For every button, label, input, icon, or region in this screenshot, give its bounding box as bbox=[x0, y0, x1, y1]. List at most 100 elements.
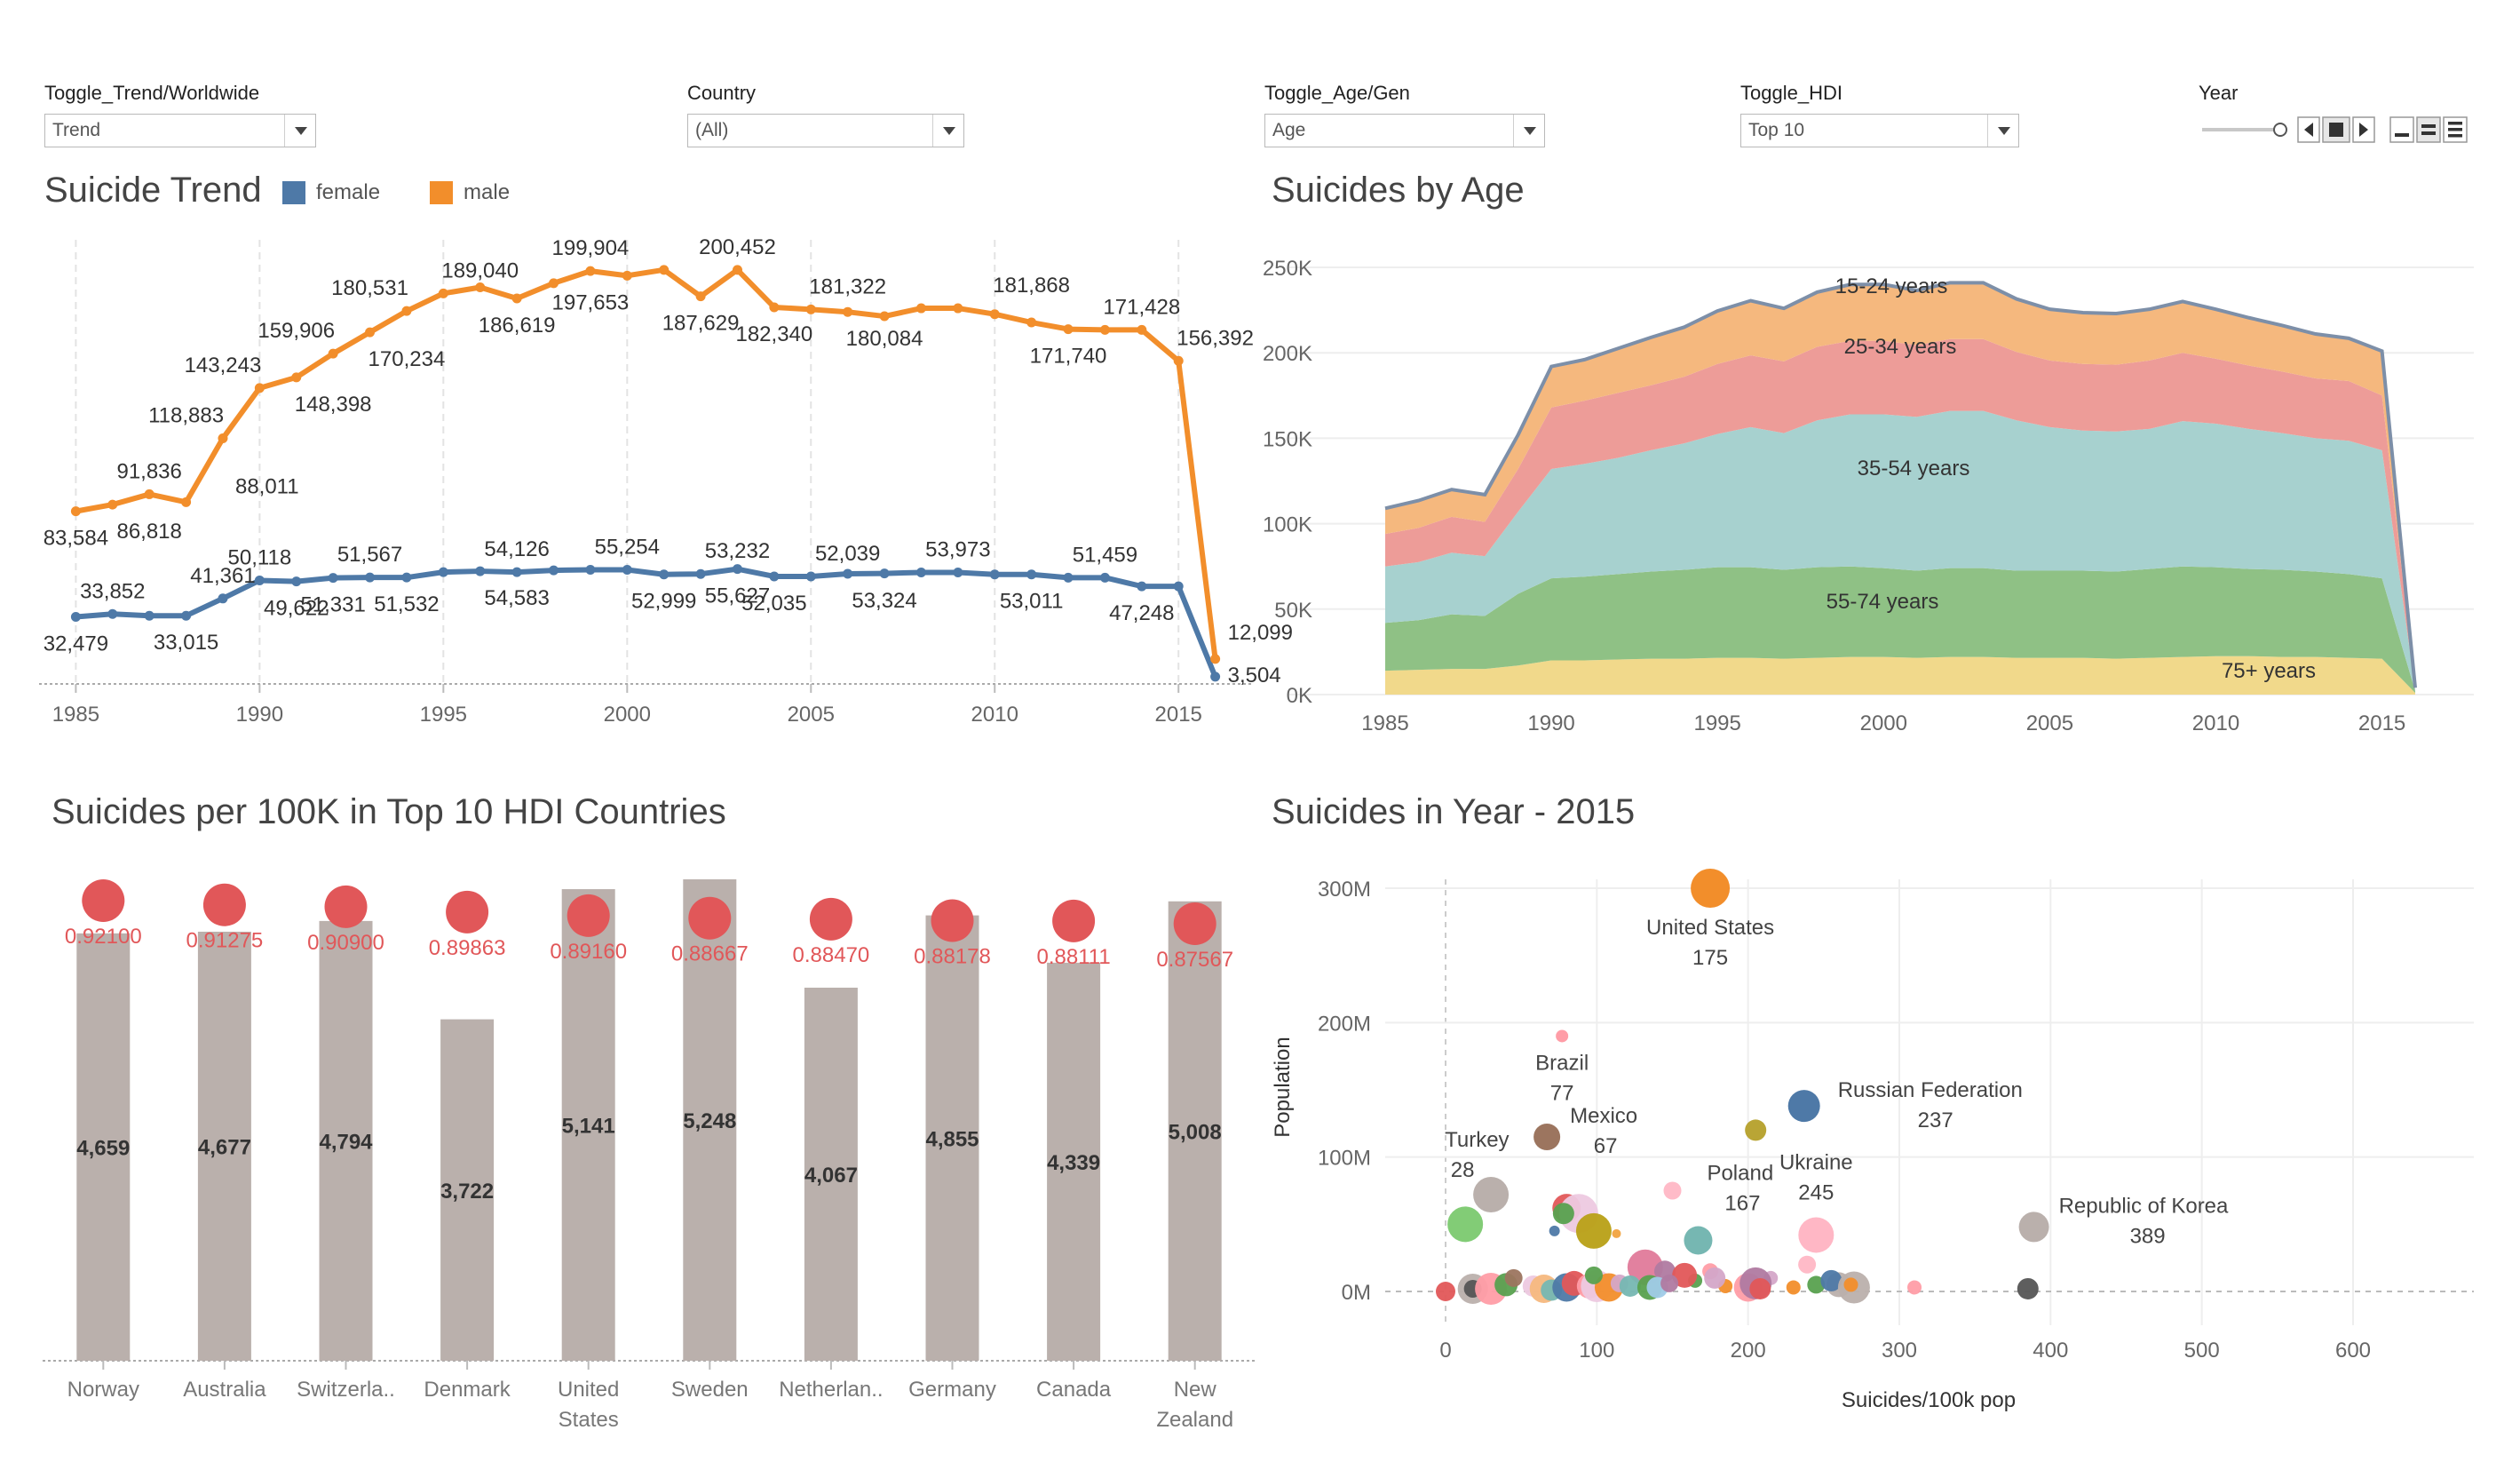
trend-point-female bbox=[879, 568, 890, 579]
trend-data-label: 51,532 bbox=[374, 592, 439, 616]
age-series-label: 75+ years bbox=[2222, 659, 2316, 683]
hdi-dropdown[interactable]: Top 10 bbox=[1740, 114, 2019, 147]
speed-medium-button[interactable] bbox=[2416, 116, 2441, 143]
trend-data-label: 88,011 bbox=[235, 474, 299, 498]
speed-medium-icon bbox=[2421, 131, 2436, 135]
scatter-point-united-states bbox=[1691, 869, 1731, 908]
chevron-down-icon[interactable] bbox=[1987, 115, 2018, 147]
scatter-x-tick-label: 300 bbox=[1882, 1339, 1917, 1363]
scatter-point bbox=[1843, 1277, 1858, 1292]
age-area-15-24-years bbox=[1385, 282, 2415, 689]
trend-point-female bbox=[107, 608, 118, 619]
scatter-x-axis-label: Suicides/100k pop bbox=[1842, 1388, 2016, 1412]
scatter-point-value-label: 77 bbox=[1550, 1081, 1574, 1105]
hdi-dot bbox=[931, 899, 974, 942]
trend-point-male bbox=[1137, 324, 1147, 335]
trend-data-label: 54,126 bbox=[484, 537, 549, 561]
step-back-icon bbox=[2304, 123, 2313, 137]
hdi-dot-label: 0.90900 bbox=[307, 931, 384, 955]
stop-button[interactable] bbox=[2322, 116, 2350, 143]
hdi-bar bbox=[197, 931, 251, 1361]
age-y-tick-label: 50K bbox=[1274, 599, 1312, 623]
trend-point-female bbox=[732, 564, 742, 575]
trend-data-label: 197,653 bbox=[552, 290, 630, 314]
trend-data-label: 52,035 bbox=[741, 592, 806, 616]
trend-point-male bbox=[218, 433, 228, 444]
hdi-dot bbox=[567, 894, 610, 937]
trend-data-label: 53,324 bbox=[852, 589, 916, 613]
trend-point-male bbox=[438, 288, 448, 298]
trend-point-male bbox=[732, 265, 742, 275]
trend-x-tick-label: 1995 bbox=[420, 703, 467, 727]
scatter-point-turkey bbox=[1473, 1177, 1510, 1213]
trend-data-label: 53,973 bbox=[925, 537, 990, 561]
hdi-bar-value-label: 5,008 bbox=[1169, 1120, 1222, 1144]
trend-point-female bbox=[144, 610, 155, 621]
year-slider-handle[interactable] bbox=[2273, 123, 2287, 137]
hdi-dot bbox=[1173, 902, 1216, 945]
hdi-dot bbox=[202, 883, 246, 926]
trend-point-male bbox=[181, 497, 192, 507]
speed-fast-button[interactable] bbox=[2443, 116, 2468, 143]
country-dropdown[interactable]: (All) bbox=[687, 114, 964, 147]
hdi-bar bbox=[683, 879, 737, 1361]
trend-point-male bbox=[254, 383, 265, 393]
trend-point-male bbox=[475, 282, 486, 292]
trend-data-label: 171,740 bbox=[1030, 345, 1107, 369]
age-y-tick-label: 150K bbox=[1263, 427, 1312, 451]
trend-point-male bbox=[144, 489, 155, 499]
age-y-tick-label: 250K bbox=[1263, 257, 1312, 281]
chevron-down-icon[interactable] bbox=[1513, 115, 1544, 147]
speed-slow-button[interactable] bbox=[2389, 116, 2414, 143]
agegen-toggle-label: Toggle_Age/Gen bbox=[1264, 82, 1410, 104]
hdi-bar-value-label: 5,248 bbox=[683, 1109, 736, 1133]
legend-female-label: female bbox=[316, 180, 381, 204]
trend-point-female bbox=[1063, 572, 1074, 583]
scatter-point bbox=[1436, 1282, 1455, 1301]
step-back-button[interactable] bbox=[2297, 116, 2320, 143]
scatter-point bbox=[1798, 1255, 1817, 1274]
hdi-dot bbox=[688, 896, 732, 940]
scatter-point bbox=[1584, 1266, 1603, 1284]
scatter-point bbox=[1549, 1225, 1560, 1236]
trend-data-label: 49,622 bbox=[264, 597, 329, 621]
trend-chart: 1985 1990 1995 2000 2005 2010 2015 32,479 33,852… bbox=[39, 235, 1293, 727]
scatter-x-tick-label: 0 bbox=[1439, 1339, 1451, 1363]
scatter-x-tick-label: 200 bbox=[1731, 1339, 1766, 1363]
hdi-dot-label: 0.88667 bbox=[671, 942, 749, 966]
speed-slow-icon bbox=[2395, 133, 2409, 137]
trend-data-label: 51,331 bbox=[300, 593, 365, 617]
chevron-down-icon[interactable] bbox=[284, 115, 315, 147]
hdi-category-label: Germany bbox=[908, 1378, 996, 1402]
trend-data-label: 180,084 bbox=[846, 327, 923, 351]
trend-point-female bbox=[254, 575, 265, 585]
trend-point-male bbox=[1026, 317, 1037, 328]
trend-toggle-dropdown[interactable]: Trend bbox=[44, 114, 316, 147]
hdi-dot-label: 0.91275 bbox=[186, 929, 264, 953]
agegen-dropdown[interactable]: Age bbox=[1264, 114, 1545, 147]
country-label: Country bbox=[687, 82, 757, 104]
age-chart: 0K 50K 100K 150K 200K 250K 1985 1990 1995 2000 200… bbox=[1263, 257, 2474, 735]
age-y-tick-label: 0K bbox=[1287, 684, 1312, 708]
trend-point-male bbox=[805, 304, 816, 314]
trend-point-male bbox=[70, 506, 81, 517]
age-series-label: 55-74 years bbox=[1827, 590, 1939, 614]
chevron-down-icon[interactable] bbox=[932, 115, 963, 147]
scatter-point-value-label: 237 bbox=[1918, 1108, 1953, 1132]
trend-data-label: 54,583 bbox=[484, 586, 549, 610]
trend-chart-title: Suicide Trend bbox=[44, 171, 262, 210]
scatter-point-value-label: 175 bbox=[1692, 946, 1728, 970]
agegen-value: Age bbox=[1272, 120, 1306, 140]
year-label: Year bbox=[2199, 82, 2239, 104]
trend-point-male bbox=[1063, 324, 1074, 335]
scatter-point bbox=[1907, 1280, 1922, 1295]
age-x-tick-label: 2010 bbox=[2192, 711, 2239, 735]
trend-point-female bbox=[328, 573, 338, 584]
trend-data-label: 53,232 bbox=[705, 539, 770, 563]
trend-point-male bbox=[1173, 355, 1184, 366]
hdi-category-label: Denmark bbox=[424, 1378, 511, 1402]
hdi-dot bbox=[1052, 899, 1096, 942]
step-forward-button[interactable] bbox=[2352, 116, 2375, 143]
scatter-chart-title: Suicides in Year - 2015 bbox=[1272, 792, 1636, 831]
trend-point-female bbox=[438, 567, 448, 577]
